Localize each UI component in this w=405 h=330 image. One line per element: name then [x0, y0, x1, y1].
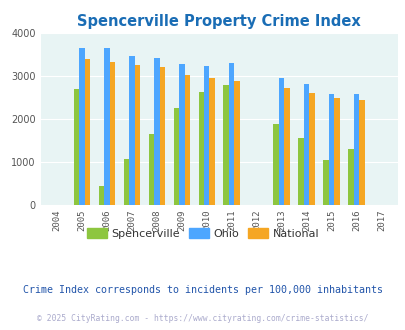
Bar — [209, 79, 215, 205]
Bar — [334, 98, 339, 205]
Bar — [73, 89, 79, 205]
Bar — [109, 62, 115, 205]
Text: Crime Index corresponds to incidents per 100,000 inhabitants: Crime Index corresponds to incidents per… — [23, 285, 382, 295]
Bar — [278, 78, 284, 205]
Bar — [79, 48, 84, 205]
Bar — [347, 149, 353, 205]
Bar — [273, 124, 278, 205]
Bar — [203, 66, 209, 205]
Text: © 2025 CityRating.com - https://www.cityrating.com/crime-statistics/: © 2025 CityRating.com - https://www.city… — [37, 314, 368, 323]
Bar — [223, 85, 228, 205]
Title: Spencerville Property Crime Index: Spencerville Property Crime Index — [77, 14, 360, 29]
Bar — [134, 65, 140, 205]
Bar — [234, 81, 239, 205]
Bar — [328, 94, 334, 205]
Bar — [184, 75, 190, 205]
Bar — [84, 59, 90, 205]
Bar — [228, 63, 234, 205]
Legend: Spencerville, Ohio, National: Spencerville, Ohio, National — [82, 223, 323, 243]
Bar — [98, 186, 104, 205]
Bar — [104, 48, 109, 205]
Bar — [173, 108, 179, 205]
Bar — [303, 84, 309, 205]
Bar — [298, 138, 303, 205]
Bar — [123, 159, 129, 205]
Bar — [148, 134, 153, 205]
Bar — [358, 100, 364, 205]
Bar — [159, 67, 164, 205]
Bar — [179, 64, 184, 205]
Bar — [284, 88, 289, 205]
Bar — [129, 56, 134, 205]
Bar — [309, 93, 314, 205]
Bar — [323, 160, 328, 205]
Bar — [153, 58, 159, 205]
Bar — [198, 92, 203, 205]
Bar — [353, 94, 358, 205]
